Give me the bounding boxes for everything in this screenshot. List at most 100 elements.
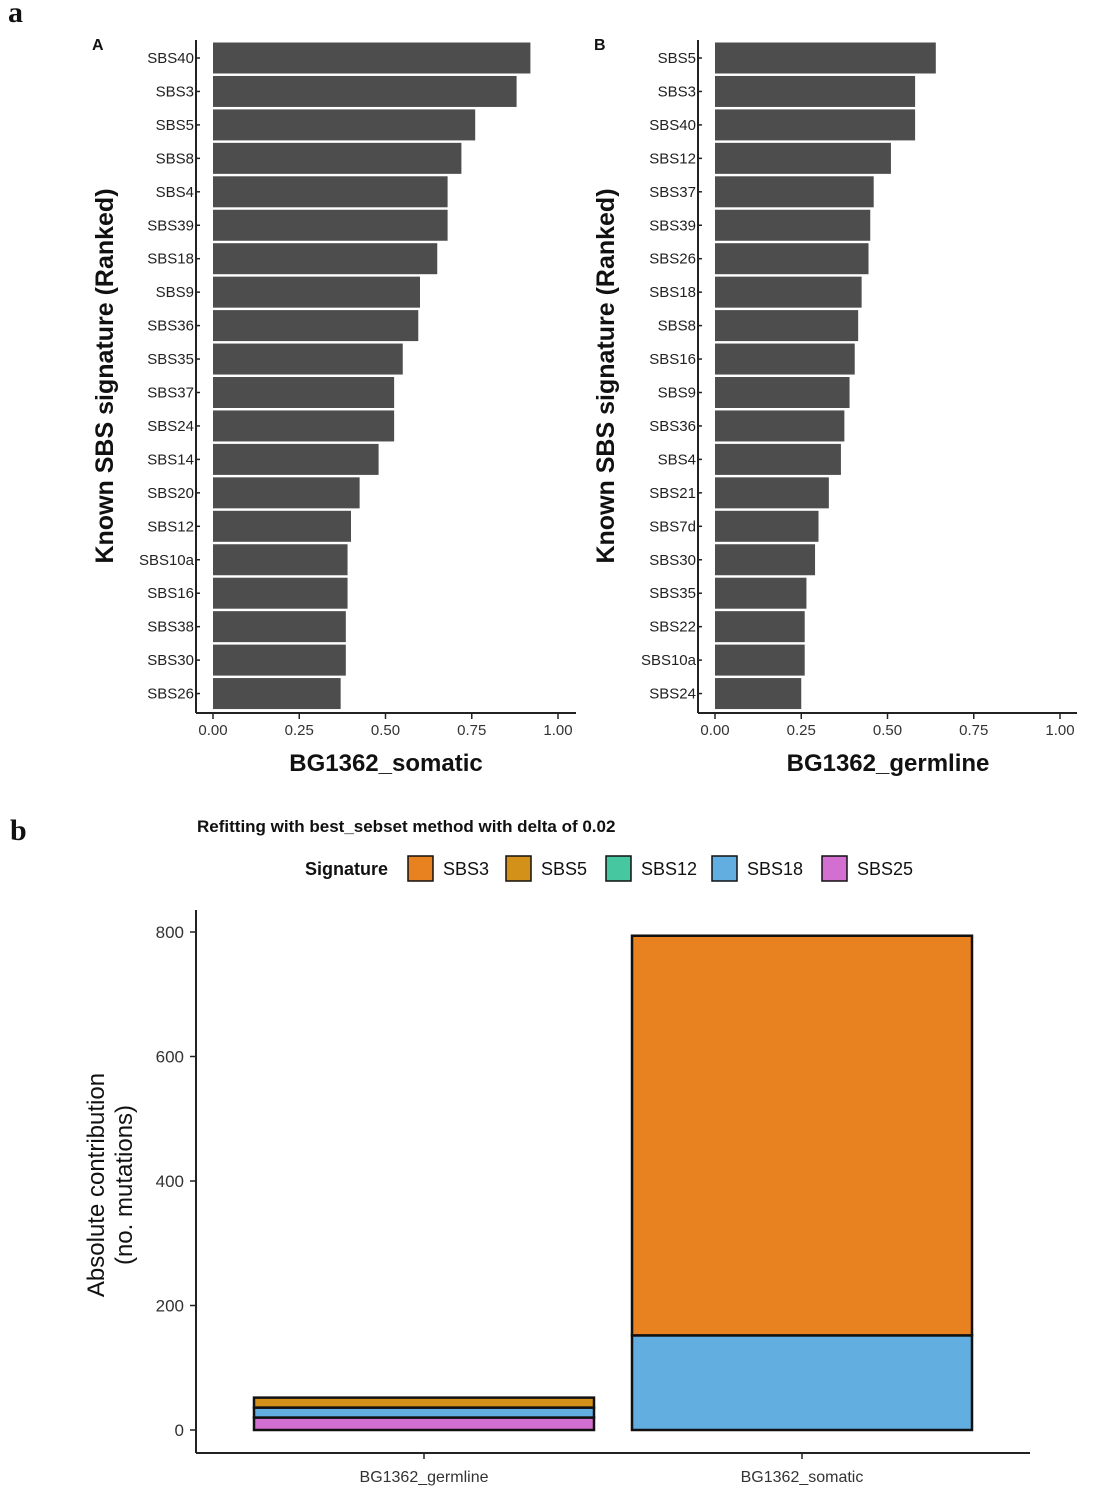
- chartB-bar-sbs24: [715, 678, 802, 710]
- legend-swatch-sbs3: [407, 855, 434, 882]
- chart-c-y-title-line1: Absolute contribution: [83, 1073, 110, 1297]
- chart-a-letter: A: [92, 37, 104, 54]
- chartB-bar-sbs36: [715, 410, 845, 442]
- chartA-bar-sbs26: [213, 678, 341, 710]
- chartA-xtick-label: 0.25: [285, 722, 314, 739]
- legend-swatch-sbs5: [505, 855, 532, 882]
- chartB-bar-sbs39: [715, 209, 871, 241]
- chartA-category-label: SBS36: [147, 318, 194, 335]
- chart-c-xtick-label: BG1362_somatic: [741, 1469, 864, 1486]
- chartA-bar-sbs38: [213, 611, 346, 643]
- chart-c-segment-bg1362_somatic-sbs18: [630, 1334, 974, 1432]
- chartB-category-label: SBS36: [649, 418, 696, 435]
- chartB-category-label: SBS7d: [649, 518, 696, 535]
- chartA-category-label: SBS38: [147, 619, 194, 636]
- chartA-category-label: SBS40: [147, 50, 194, 67]
- chartA-bar-sbs16: [213, 577, 348, 609]
- chartA-bar-sbs40: [213, 42, 531, 74]
- chart-a-y-title: Known SBS signature (Ranked): [91, 188, 119, 563]
- legend-swatch-sbs18: [711, 855, 738, 882]
- panel-a-label: a: [8, 0, 23, 29]
- chartB-category-label: SBS9: [658, 385, 696, 402]
- chartB-bar-sbs16: [715, 343, 855, 375]
- chartA-bar-sbs12: [213, 510, 351, 542]
- chartB-xtick-label: 0.75: [959, 722, 988, 739]
- chartA-category-label: SBS5: [156, 117, 194, 134]
- chartB-bar-sbs5: [715, 42, 936, 74]
- chartA-category-label: SBS35: [147, 351, 194, 368]
- chart-refitting-stacked: Refitting with best_sebset method with d…: [83, 817, 1030, 1486]
- chart-c-segment-bg1362_germline-sbs25: [252, 1416, 596, 1432]
- chartA-xtick-label: 0.00: [198, 722, 227, 739]
- legend-swatch-sbs25: [821, 855, 848, 882]
- chartB-category-label: SBS37: [649, 184, 696, 201]
- chartA-category-label: SBS37: [147, 385, 194, 402]
- chart-c-segment-bg1362_somatic-sbs3: [630, 934, 974, 1337]
- chartB-bar-sbs12: [715, 142, 891, 174]
- chartA-bar-sbs8: [213, 142, 462, 174]
- chart-a-somatic: A SBS40 SBS3 SBS5 SBS8 SBS4 SBS39 SBS18 SBS9 SBS…: [91, 37, 576, 777]
- chart-c-title: Refitting with best_sebset method with d…: [197, 817, 615, 836]
- chartB-bar-sbs26: [715, 243, 869, 275]
- chartA-category-label: SBS20: [147, 485, 194, 502]
- chartA-bar-sbs37: [213, 377, 395, 408]
- chartB-bar-sbs4: [715, 443, 841, 475]
- chartA-category-label: SBS39: [147, 217, 194, 234]
- chartA-category-label: SBS4: [156, 184, 194, 201]
- chartB-xtick-label: 0.00: [700, 722, 729, 739]
- chartA-bar-sbs30: [213, 644, 346, 676]
- chart-c-ytick-label: 600: [156, 1048, 184, 1067]
- chartB-bar-sbs3: [715, 75, 916, 107]
- chartB-category-label: SBS39: [649, 217, 696, 234]
- chartB-category-label: SBS10a: [641, 652, 697, 669]
- chartA-category-label: SBS10a: [139, 552, 195, 569]
- chartB-category-label: SBS16: [649, 351, 696, 368]
- chartA-bar-sbs10a: [213, 544, 348, 576]
- chartB-category-label: SBS4: [658, 451, 696, 468]
- chartB-category-label: SBS24: [649, 686, 696, 703]
- chart-c-ytick-label: 400: [156, 1172, 184, 1191]
- chartA-xtick-label: 1.00: [543, 722, 572, 739]
- chartB-bar-sbs7d: [715, 510, 819, 542]
- chartB-category-label: SBS30: [649, 552, 696, 569]
- chartB-category-label: SBS26: [649, 251, 696, 268]
- chartA-category-label: SBS14: [147, 451, 194, 468]
- chartA-bar-sbs18: [213, 243, 438, 275]
- chartA-category-label: SBS24: [147, 418, 194, 435]
- chartB-category-label: SBS35: [649, 585, 696, 602]
- chartA-xtick-label: 0.75: [457, 722, 486, 739]
- panel-b-label: b: [10, 814, 27, 847]
- chartA-bar-sbs9: [213, 276, 420, 308]
- chart-b-x-title: BG1362_germline: [787, 750, 990, 777]
- chartA-category-label: SBS18: [147, 251, 194, 268]
- legend-label-sbs25: SBS25: [857, 859, 913, 879]
- chartA-category-label: SBS8: [156, 150, 194, 167]
- chartA-category-label: SBS26: [147, 686, 194, 703]
- chartB-bar-sbs37: [715, 176, 874, 208]
- chartA-category-label: SBS3: [156, 83, 194, 100]
- chartB-category-label: SBS8: [658, 318, 696, 335]
- chartA-category-label: SBS16: [147, 585, 194, 602]
- chartB-bar-sbs21: [715, 477, 829, 509]
- chartB-category-label: SBS3: [658, 83, 696, 100]
- chartA-category-label: SBS9: [156, 284, 194, 301]
- chartA-bar-sbs14: [213, 443, 379, 475]
- chartA-bar-sbs24: [213, 410, 395, 442]
- chart-c-xtick-label: BG1362_germline: [360, 1469, 489, 1486]
- chartB-bar-sbs22: [715, 611, 805, 643]
- chartB-bar-sbs40: [715, 109, 916, 141]
- chartB-bar-sbs8: [715, 310, 859, 342]
- chartA-category-label: SBS30: [147, 652, 194, 669]
- chartB-category-label: SBS18: [649, 284, 696, 301]
- chartA-bar-sbs20: [213, 477, 360, 509]
- chartB-xtick-label: 0.50: [873, 722, 902, 739]
- chartB-category-label: SBS40: [649, 117, 696, 134]
- chartA-xtick-label: 0.50: [371, 722, 400, 739]
- chartB-category-label: SBS21: [649, 485, 696, 502]
- chartB-bar-sbs9: [715, 377, 850, 408]
- chart-b-germline: B SBS5 SBS3 SBS40 SBS12 SBS37 SBS39 SBS26 SBS18…: [592, 37, 1077, 777]
- chartA-bar-sbs5: [213, 109, 476, 141]
- chartA-bar-sbs4: [213, 176, 448, 208]
- chart-a-x-title: BG1362_somatic: [289, 750, 482, 777]
